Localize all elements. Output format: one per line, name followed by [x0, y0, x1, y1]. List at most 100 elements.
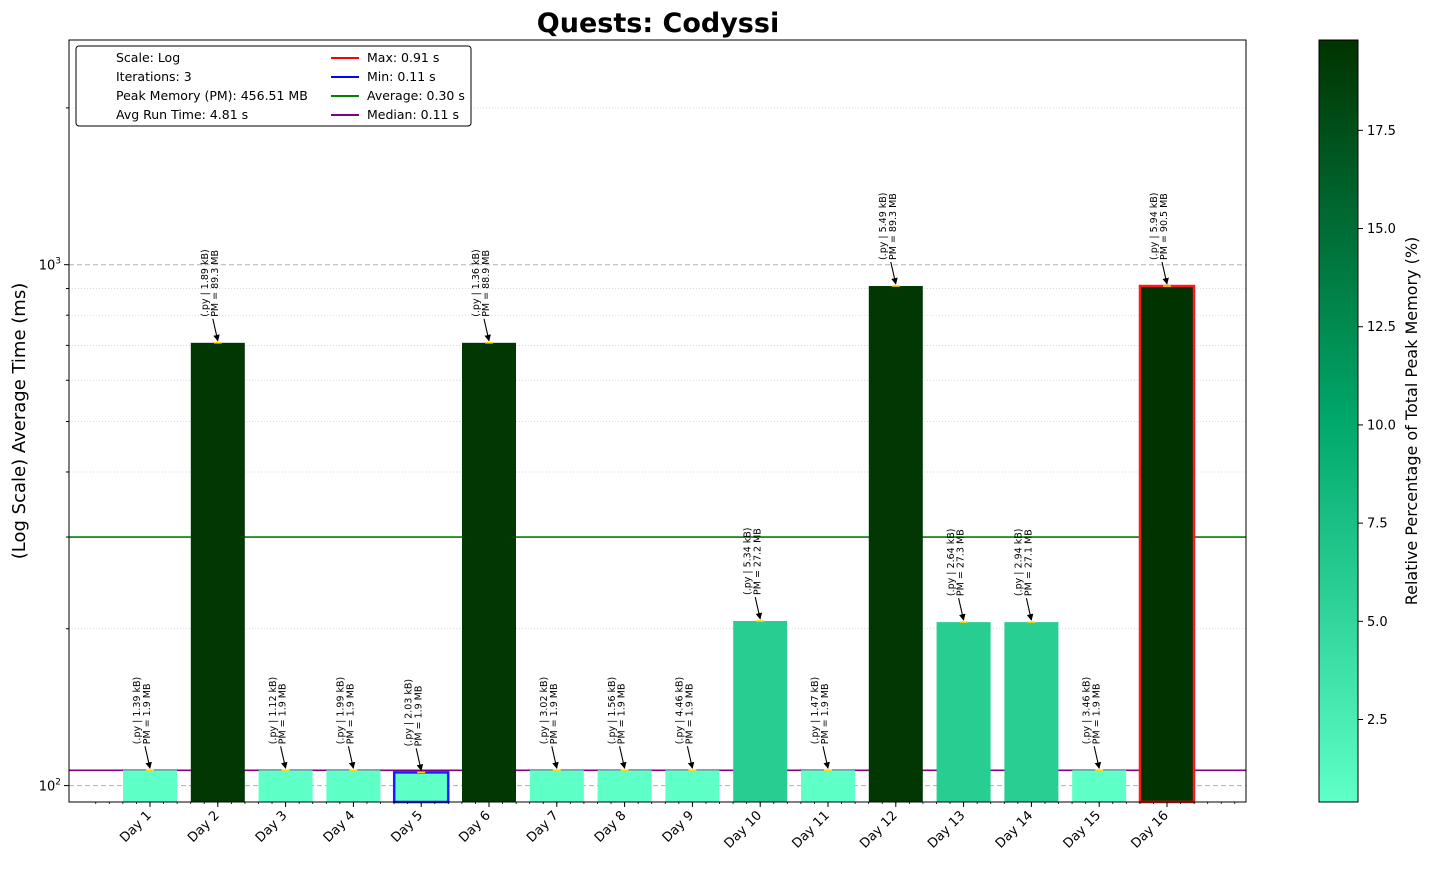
y-axis-label: (Log Scale) Average Time (ms) [9, 283, 30, 559]
annotation-text: (.py | 5.49 kB)PM = 89.3 MB [878, 192, 899, 260]
annotation-size: (.py | 1.99 kB) [336, 677, 347, 745]
annotation-text: (.py | 2.94 kB)PM = 27.1 MB [1014, 529, 1035, 597]
annotation-size: (.py | 4.46 kB) [675, 677, 686, 745]
y-tick-base: 10 [39, 780, 56, 795]
legend-info-iterations: Iterations: 3 [116, 69, 192, 84]
annotation-pm: PM = 89.3 MB [210, 250, 221, 317]
x-tick-label: Day 3 [253, 808, 291, 846]
annotation-arrow [890, 261, 898, 285]
annotation-arrow [144, 746, 152, 769]
annotation-size: (.py | 2.03 kB) [403, 679, 414, 747]
annotation-arrow [280, 746, 288, 769]
annotation-pm: PM = 27.2 MB [752, 528, 763, 595]
annotation-text: (.py | 1.89 kB)PM = 89.3 MB [200, 249, 221, 317]
annotation-text: (.py | 5.34 kB)PM = 27.2 MB [742, 527, 763, 595]
annotation-size: (.py | 1.12 kB) [268, 677, 279, 745]
bar-day-5 [392, 771, 450, 804]
colorbar-tick-label: 2.5 [1367, 713, 1388, 728]
annotation-size: (.py | 1.39 kB) [132, 677, 143, 745]
annotation-arrow [754, 596, 763, 620]
x-tick-label: Day 6 [456, 808, 494, 846]
x-tick-label: Day 1 [117, 808, 155, 846]
y-tick-exponent: 2 [55, 778, 61, 788]
annotation-size: (.py | 3.46 kB) [1081, 677, 1092, 745]
x-tick-label: Day 8 [592, 808, 630, 846]
x-tick-label: Day 16 [1128, 808, 1171, 851]
annotation-pm: PM = 1.9 MB [278, 683, 289, 744]
annotation-size: (.py | 5.34 kB) [742, 527, 753, 595]
bar-day-10 [733, 620, 788, 802]
annotation-text: (.py | 1.36 kB)PM = 88.9 MB [471, 249, 492, 317]
annotation-size: (.py | 5.49 kB) [878, 192, 889, 260]
annotation-pm: PM = 89.3 MB [888, 193, 899, 260]
bars [123, 284, 1196, 804]
annotation-text: (.py | 2.03 kB)PM = 1.9 MB [403, 679, 424, 747]
legend-entry-average: Average: 0.30 s [367, 88, 465, 103]
annotation-arrow [347, 746, 356, 769]
colorbar-gradient [1318, 39, 1359, 803]
bar-day-15 [1072, 770, 1127, 802]
plot-frame [68, 39, 1247, 803]
annotation-arrow [822, 746, 830, 769]
annotation-arrow [958, 597, 966, 621]
annotation-pm: PM = 27.3 MB [956, 529, 967, 596]
bar-day-1 [123, 770, 177, 802]
colorbar-tick-label: 12.5 [1367, 320, 1396, 335]
annotation-arrow [1025, 597, 1034, 621]
annotation-text: (.py | 1.56 kB)PM = 1.9 MB [607, 677, 628, 745]
colorbar-tick-label: 17.5 [1367, 124, 1396, 139]
annotation-text: (.py | 1.39 kB)PM = 1.9 MB [132, 677, 153, 745]
y-tick-label: 102 [39, 778, 61, 795]
colorbar: 2.5 5.0 7.5 10.0 12.5 15.0 17.5 Relative Perce… [1318, 39, 1421, 803]
annotation-size: (.py | 2.64 kB) [946, 529, 957, 597]
x-tick-label: Day 9 [660, 808, 698, 846]
annotation-arrow [483, 318, 491, 342]
x-axis-ticks: Day 1 Day 2 Day 3 Day 4 Day 5 Day 6 Day 7 Day 8… [95, 802, 1236, 852]
legend-entry-max: Max: 0.91 s [367, 50, 439, 65]
annotation-size: (.py | 1.36 kB) [471, 249, 482, 317]
reference-lines [69, 536, 1246, 772]
annotation-pm: PM = 27.1 MB [1024, 529, 1035, 596]
annotation-arrow [551, 746, 559, 769]
legend-entry-median: Median: 0.11 s [367, 107, 459, 122]
legend-info-avg-run-time: Avg Run Time: 4.81 s [116, 107, 248, 122]
chart-title: Quests: Codyssi [537, 8, 779, 39]
annotation-pm: PM = 1.9 MB [413, 686, 424, 747]
x-tick-label: Day 7 [524, 808, 562, 846]
x-tick-label: Day 15 [1061, 808, 1104, 851]
annotation-pm: PM = 1.9 MB [142, 683, 153, 744]
bar-annotations: (.py | 1.39 kB)PM = 1.9 MB(.py | 1.89 kB… [132, 192, 1170, 772]
colorbar-tick-label: 15.0 [1367, 222, 1396, 237]
x-tick-label: Day 11 [789, 808, 832, 851]
colorbar-tick-label: 7.5 [1367, 517, 1388, 532]
legend-info-peak-memory: Peak Memory (PM): 456.51 MB [116, 88, 308, 103]
annotation-size: (.py | 5.94 kB) [1149, 192, 1160, 260]
annotation-arrow [1161, 261, 1169, 285]
x-tick-label: Day 5 [388, 808, 426, 846]
colorbar-tick-label: 5.0 [1367, 615, 1388, 630]
annotation-text: (.py | 1.47 kB)PM = 1.9 MB [810, 677, 831, 745]
bar-day-8 [597, 770, 652, 802]
annotation-text: (.py | 4.46 kB)PM = 1.9 MB [675, 677, 696, 745]
bar-day-9 [665, 770, 720, 802]
y-tick-exponent: 3 [55, 257, 61, 267]
annotation-pm: PM = 1.9 MB [346, 683, 357, 744]
annotation-text: (.py | 5.94 kB)PM = 90.5 MB [1149, 192, 1170, 260]
colorbar-tick-label: 10.0 [1367, 418, 1396, 433]
legend-box [75, 45, 472, 127]
legend-info-scale: Scale: Log [116, 50, 180, 65]
x-tick-label: Day 2 [185, 808, 223, 846]
bar-day-12 [868, 286, 923, 802]
x-tick-label: Day 12 [857, 808, 900, 851]
legend: Scale: Log Iterations: 3 Peak Memory (PM… [75, 45, 472, 127]
bar-day-16 [1138, 284, 1196, 804]
bar-day-3 [258, 770, 313, 802]
annotation-pm: PM = 1.9 MB [617, 683, 628, 744]
colorbar-label: Relative Percentage of Total Peak Memory… [1402, 237, 1421, 606]
annotation-size: (.py | 3.02 kB) [539, 677, 550, 745]
x-tick-label: Day 4 [321, 808, 359, 846]
annotation-text: (.py | 1.99 kB)PM = 1.9 MB [336, 677, 357, 745]
annotation-text: (.py | 1.12 kB)PM = 1.9 MB [268, 677, 289, 745]
